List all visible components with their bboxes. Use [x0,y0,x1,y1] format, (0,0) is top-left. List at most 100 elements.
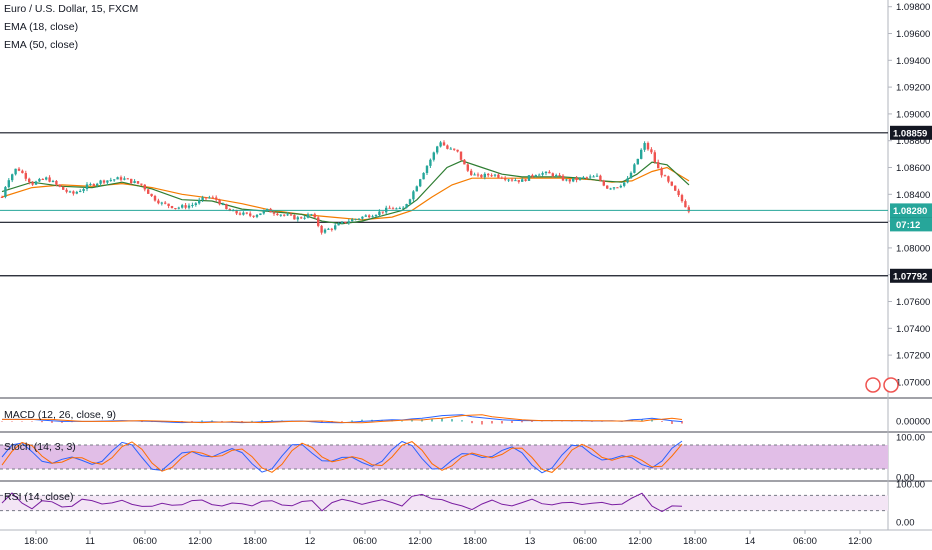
candle-body [354,218,357,220]
macd-histogram-bar [491,421,493,424]
candle-body [463,159,466,165]
candle-body [534,175,537,177]
macd-histogram-bar [501,421,503,424]
x-tick-label: 18:00 [24,536,48,547]
candle-body [507,179,510,181]
candle-body [660,168,663,176]
candle-body [592,176,595,178]
candle-body [442,142,446,146]
candle-body [398,207,401,209]
candle-body [150,193,153,197]
candle-body [582,177,585,179]
candle-body [449,148,452,150]
candle-body [242,212,245,215]
candle-body [255,214,259,217]
stoch-y-tick-label: 0.00 [896,473,915,484]
candle-body [306,214,310,218]
macd-histogram-bar [11,421,13,422]
x-tick-label: 18:00 [683,536,707,547]
candle-body [51,180,55,182]
candle-body [89,184,92,186]
candle-body [17,168,21,171]
candle-body [62,186,65,190]
y-tick-label: 1.08400 [896,190,930,201]
candle-body [490,175,493,177]
candle-body [606,185,609,189]
macd-histogram-bar [321,421,323,423]
candle-body [136,181,140,184]
candle-body [340,221,344,224]
candle-body [106,180,109,183]
event-flag-icon [865,377,881,393]
candle-body [415,186,418,192]
x-tick-label: 12:00 [628,536,652,547]
x-tick-label: 06:00 [353,536,377,547]
macd-histogram-bar [471,421,473,424]
candle-body [160,202,163,204]
candle-body [259,213,262,215]
rsi-line [1,492,683,513]
candle-body [487,173,490,176]
level-tag-label: 1.08859 [893,128,927,139]
candle-body [31,182,34,185]
candle-body [391,208,395,210]
candle-body [602,180,605,186]
macd-histogram-bar [341,421,343,422]
candle-body [208,197,211,199]
x-tick-label: 18:00 [463,536,487,547]
candle-body [221,204,225,206]
candle-body [636,158,639,165]
candle-body [646,143,650,150]
candle-body [514,180,517,182]
macd-histogram-bar [201,420,203,422]
stoch-y-tick-label: 100.00 [896,433,925,444]
candle-body [181,205,184,208]
candle-body [334,225,337,230]
candle-body [72,191,75,194]
candle-body [364,215,367,217]
y-tick-label: 1.07000 [896,377,930,388]
candle-body [412,191,415,200]
stoch-band [0,445,888,469]
candle-body [198,200,201,204]
event-flag-icon [883,377,899,393]
candle-body [38,178,41,182]
candle-body [123,178,126,180]
y-tick-label: 1.09200 [896,83,930,94]
x-tick-label: 06:00 [793,536,817,547]
candle-body [357,218,361,220]
macd-histogram-bar [411,420,413,422]
candle-body [296,217,299,220]
last-price-tag-bg [890,203,932,218]
level-tag-bg [890,268,932,283]
candle-body [500,177,503,179]
candle-body [41,178,44,180]
y-tick-label: 1.09800 [896,2,930,13]
candle-body [283,214,286,216]
macd-histogram-bar [661,421,663,422]
candle-body [510,179,514,181]
countdown-tag-bg [890,217,932,232]
candle-body [351,219,354,222]
candle-body [140,183,143,185]
x-tick-label: 13 [525,536,536,547]
rsi-y-tick-label: 0.00 [896,518,915,529]
candle-body [116,177,119,180]
y-tick-label: 1.08000 [896,243,930,254]
candle-body [147,189,150,194]
stoch-d-line [1,441,683,473]
candle-body [323,229,327,233]
candle-body [684,201,687,208]
candle-body [313,214,316,218]
macd-histogram-bar [541,421,543,422]
candle-body [201,197,204,201]
candle-body [79,190,82,192]
x-tick-label: 12:00 [848,536,872,547]
candle-body [96,183,99,186]
macd-histogram-bar [271,420,273,422]
x-tick-label: 06:00 [573,536,597,547]
candle-body [126,178,129,180]
candle-body [133,181,136,183]
candle-body [167,203,170,207]
